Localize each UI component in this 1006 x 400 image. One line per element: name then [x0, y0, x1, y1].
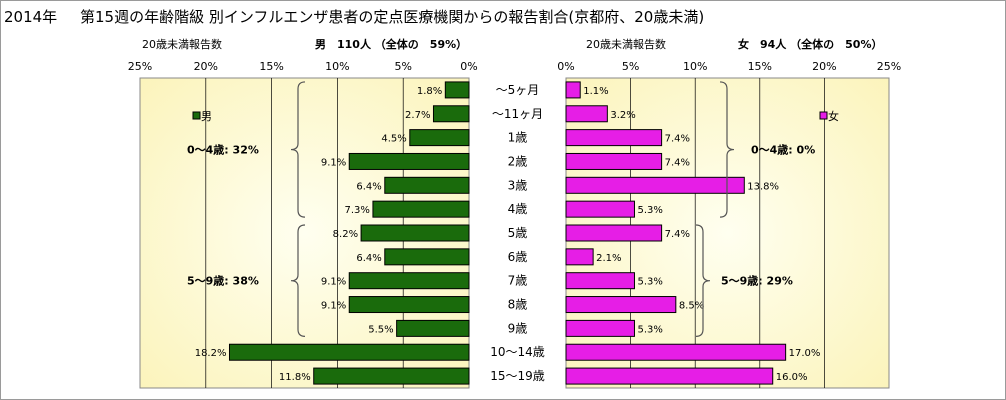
female-bar — [565, 81, 581, 99]
female-group-label-0-4: 0～4歳: 0% — [751, 143, 815, 157]
year-label: 2014年 — [4, 8, 58, 26]
female-bar — [565, 105, 608, 123]
male-brace-0-4 — [290, 81, 306, 218]
male-legend-label: 男 — [201, 110, 212, 123]
male-group-label-5-9: 5～9歳: 38% — [187, 274, 259, 288]
female-x-tick: 5% — [622, 60, 639, 73]
female-legend-label: 女 — [828, 109, 839, 123]
male-group-label-0-4: 0～4歳: 32% — [187, 143, 259, 157]
male-bar — [444, 81, 470, 99]
chart-title: 第15週の年齢階級 別インフルエンザ患者の定点医療機関からの報告割合(京都府、2… — [80, 8, 705, 26]
female-value-label: 17.0% — [789, 348, 821, 359]
male-value-label: 8.2% — [333, 229, 358, 240]
female-value-label: 5.3% — [637, 277, 662, 288]
female-value-label: 7.4% — [665, 229, 690, 240]
male-bar — [384, 176, 470, 194]
category-label: 2歳 — [508, 154, 528, 168]
female-bar — [565, 319, 635, 337]
male-summary: 男 110人 （全体の 59%） — [315, 38, 468, 51]
female-value-label: 1.1% — [583, 86, 608, 97]
male-x-tick: 25% — [128, 60, 152, 73]
female-x-tick: 25% — [877, 60, 901, 73]
category-label: 3歳 — [508, 178, 528, 192]
female-bar — [565, 129, 663, 147]
female-bar — [565, 200, 635, 218]
female-bar — [565, 343, 787, 361]
male-value-label: 9.1% — [321, 301, 346, 312]
male-value-label: 6.4% — [356, 181, 381, 192]
female-bar — [565, 367, 774, 385]
male-bar — [348, 152, 470, 170]
male-value-label: 4.5% — [381, 134, 406, 145]
female-summary: 女 94人 （全体の 50%） — [738, 38, 883, 51]
female-bar — [565, 248, 594, 266]
female-subtitle: 20歳未満報告数 — [586, 38, 666, 51]
female-bar — [565, 152, 663, 170]
male-bar — [432, 105, 470, 123]
category-label: 7歳 — [508, 274, 528, 288]
male-x-tick: 15% — [259, 60, 283, 73]
category-label: 4歳 — [508, 202, 528, 216]
male-value-label: 6.4% — [356, 253, 381, 264]
male-bar — [384, 248, 470, 266]
male-value-label: 9.1% — [321, 157, 346, 168]
category-label: 5歳 — [508, 226, 528, 240]
male-bar — [360, 224, 470, 242]
male-value-label: 9.1% — [321, 277, 346, 288]
male-bar — [313, 367, 470, 385]
male-bar — [348, 272, 470, 290]
female-x-tick: 20% — [812, 60, 836, 73]
female-brace-5-9 — [695, 224, 711, 337]
male-value-label: 11.8% — [279, 372, 311, 383]
male-bar — [409, 129, 470, 147]
male-x-tick: 10% — [325, 60, 349, 73]
male-value-label: 7.3% — [345, 205, 370, 216]
female-bar — [565, 176, 745, 194]
female-value-label: 3.2% — [610, 110, 635, 121]
male-x-tick: 0% — [460, 60, 477, 73]
female-x-tick: 15% — [748, 60, 772, 73]
male-bar — [348, 296, 470, 314]
male-x-tick: 5% — [394, 60, 411, 73]
male-bar — [228, 343, 470, 361]
female-value-label: 16.0% — [776, 372, 808, 383]
female-group-label-5-9: 5～9歳: 29% — [721, 274, 793, 288]
female-value-label: 5.3% — [637, 205, 662, 216]
female-value-label: 7.4% — [665, 134, 690, 145]
category-label: 6歳 — [508, 250, 528, 264]
category-label: 8歳 — [508, 298, 528, 312]
female-value-label: 5.3% — [637, 324, 662, 335]
female-x-tick: 10% — [683, 60, 707, 73]
female-value-label: 13.8% — [747, 181, 779, 192]
category-label: 10～14歳 — [490, 345, 545, 359]
female-value-label: 8.5% — [679, 301, 704, 312]
female-value-label: 7.4% — [665, 157, 690, 168]
male-legend-swatch — [192, 111, 201, 120]
female-bar — [565, 224, 663, 242]
female-value-label: 2.1% — [596, 253, 621, 264]
category-label: ～5ヶ月 — [496, 83, 540, 97]
male-value-label: 18.2% — [195, 348, 227, 359]
female-bar — [565, 272, 635, 290]
category-label: 15～19歳 — [490, 369, 545, 383]
category-label: 1歳 — [508, 131, 528, 145]
category-label: 9歳 — [508, 321, 528, 335]
male-bar — [372, 200, 470, 218]
male-value-label: 2.7% — [405, 110, 430, 121]
female-legend-swatch — [819, 111, 828, 120]
female-brace-0-4 — [719, 81, 735, 218]
female-bar — [565, 296, 677, 314]
male-brace-5-9 — [290, 224, 306, 337]
male-x-tick: 20% — [194, 60, 218, 73]
female-x-tick: 0% — [557, 60, 574, 73]
male-value-label: 5.5% — [368, 324, 393, 335]
male-subtitle: 20歳未満報告数 — [142, 38, 222, 51]
male-value-label: 1.8% — [417, 86, 442, 97]
male-bar — [396, 319, 470, 337]
category-label: ～11ヶ月 — [492, 107, 543, 121]
